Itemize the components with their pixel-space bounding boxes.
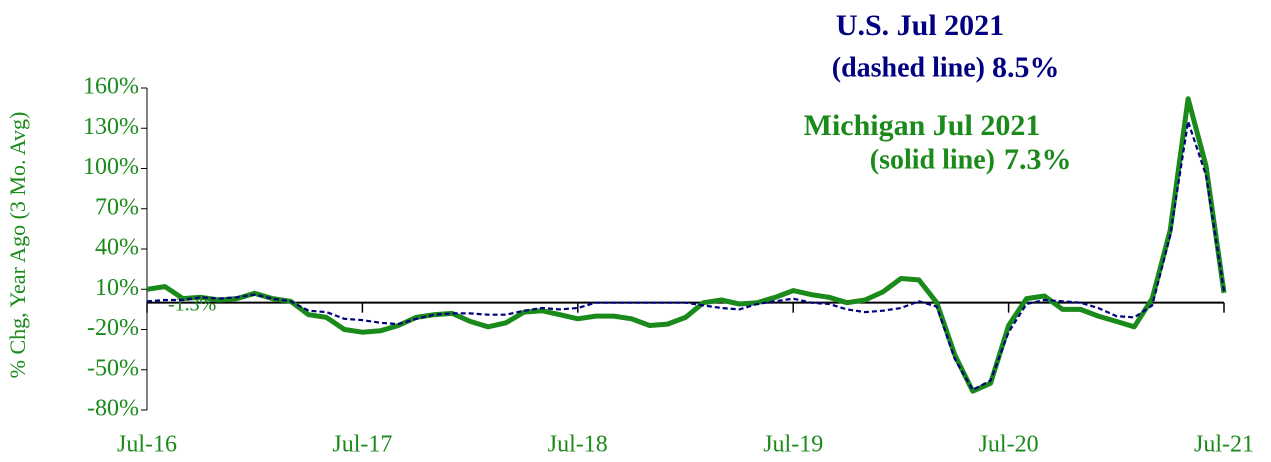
y-tick-label: 100% (83, 154, 139, 180)
y-axis-label: % Chg, Year Ago (3 Mo. Avg) (5, 112, 30, 379)
x-tick-label: Jul-21 (1194, 432, 1254, 458)
y-tick-label: -80% (87, 396, 139, 422)
annotation: (solid line) (870, 144, 995, 175)
y-tick-label: -20% (87, 315, 139, 341)
y-tick-label: 10% (95, 275, 139, 301)
dashed-line (146, 120, 1226, 391)
annotation: U.S. Jul 2021 (836, 9, 1004, 42)
annotation: 8.5% (992, 51, 1060, 84)
x-tick-label: Jul-17 (332, 432, 392, 458)
y-tick-label: 160% (83, 74, 139, 100)
solid-line (146, 96, 1227, 394)
y-tick-label: -50% (87, 355, 139, 381)
x-tick-label: Jul-19 (763, 432, 823, 458)
annotation: 7.3% (1004, 143, 1072, 176)
y-tick-label: 40% (95, 235, 139, 261)
annotation: Michigan Jul 2021 (804, 109, 1041, 142)
y-tick-label: 130% (83, 114, 139, 140)
x-tick-label: Jul-18 (548, 432, 608, 458)
x-tick-label: Jul-20 (979, 432, 1039, 458)
annotation: (dashed line) (832, 52, 985, 83)
y-tick-label: 70% (95, 194, 139, 220)
x-tick-label: Jul-16 (117, 432, 177, 458)
